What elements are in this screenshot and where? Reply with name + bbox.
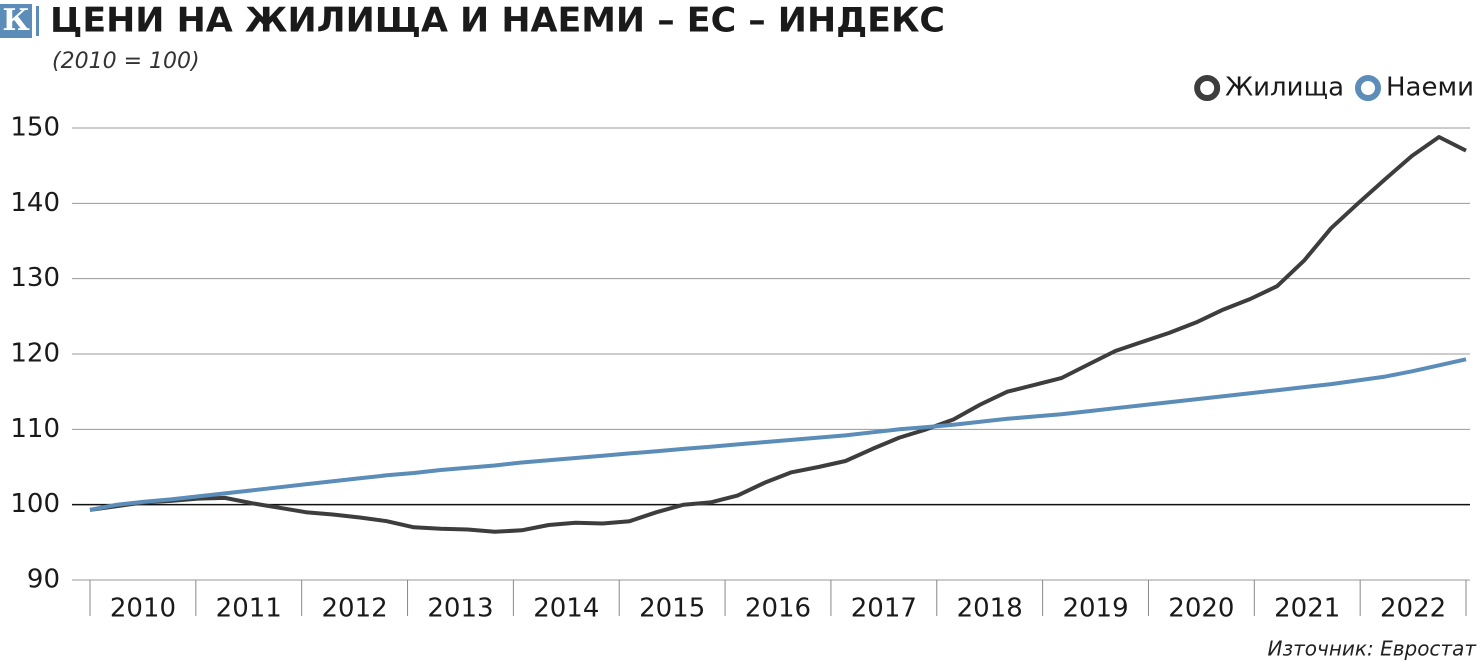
series-line	[89, 357, 1467, 512]
logo-box	[0, 4, 32, 38]
source: Източник: Евростат	[1268, 637, 1478, 661]
logo: К	[2, 3, 29, 38]
x-tick-label: 2015	[639, 594, 705, 624]
y-tick-label: 110	[10, 414, 60, 444]
x-tick-label: 2021	[1274, 594, 1340, 624]
y-tick-label: 150	[10, 113, 60, 143]
legend-label: Жилища	[1225, 73, 1344, 103]
y-tick-label: 120	[10, 339, 60, 369]
series-line	[89, 135, 1467, 534]
x-tick-label: 2019	[1062, 594, 1128, 624]
y-tick-label: 100	[10, 489, 60, 519]
chart-title: ЦЕНИ НА ЖИЛИЩА И НАЕМИ – ЕС – ИНДЕКС	[50, 1, 945, 41]
x-tick-label: 2017	[851, 594, 917, 624]
x-tick-label: 2011	[216, 594, 282, 624]
x-tick-label: 2013	[427, 594, 493, 624]
y-tick-label: 140	[10, 188, 60, 218]
x-tick-label: 2014	[533, 594, 599, 624]
x-tick-label: 2012	[322, 594, 388, 624]
x-tick-label: 2010	[110, 594, 176, 624]
x-tick-label: 2020	[1168, 594, 1234, 624]
legend-marker	[1194, 75, 1221, 101]
y-tick-label: 90	[27, 565, 60, 595]
chart-subtitle: (2010 = 100)	[52, 49, 200, 74]
x-tick-label: 2022	[1380, 594, 1446, 624]
legend-marker	[1355, 75, 1381, 101]
x-tick-label: 2016	[745, 594, 811, 624]
y-tick-label: 130	[10, 263, 60, 293]
legend-label: Наеми	[1386, 73, 1474, 103]
logo-bar	[36, 6, 39, 36]
x-tick-label: 2018	[957, 594, 1023, 624]
